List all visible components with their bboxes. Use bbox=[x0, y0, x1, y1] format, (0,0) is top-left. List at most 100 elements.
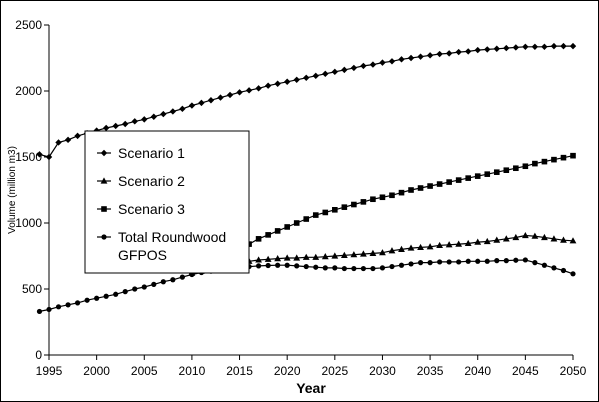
data-point bbox=[94, 295, 100, 301]
data-point bbox=[541, 158, 548, 165]
data-point bbox=[484, 258, 490, 264]
data-point bbox=[512, 233, 520, 241]
data-point bbox=[64, 136, 72, 144]
legend-box bbox=[84, 130, 250, 274]
data-point bbox=[493, 45, 500, 52]
legend-label: Scenario 2 bbox=[118, 173, 185, 189]
data-point bbox=[179, 274, 185, 280]
legend-label: Scenario 3 bbox=[118, 201, 185, 217]
data-point bbox=[350, 251, 358, 258]
data-point bbox=[474, 46, 481, 54]
data-point bbox=[465, 258, 471, 264]
data-point bbox=[417, 260, 424, 266]
data-point bbox=[312, 253, 320, 260]
data-point bbox=[446, 259, 452, 265]
data-point bbox=[465, 175, 471, 181]
data-point bbox=[264, 255, 272, 262]
data-point bbox=[379, 59, 386, 66]
data-point bbox=[122, 120, 129, 128]
data-point bbox=[217, 94, 224, 101]
y-axis-label: Volume (million m3) bbox=[7, 146, 18, 234]
y-tick-label: 1500 bbox=[15, 150, 42, 164]
data-point bbox=[532, 160, 538, 167]
y-tick-label: 500 bbox=[22, 282, 42, 296]
data-point bbox=[455, 240, 463, 247]
data-point bbox=[303, 74, 310, 81]
data-point bbox=[560, 42, 567, 50]
data-point bbox=[437, 259, 443, 265]
data-point bbox=[398, 262, 405, 268]
data-point bbox=[360, 250, 367, 257]
data-point bbox=[551, 265, 557, 271]
data-point bbox=[351, 265, 357, 272]
y-tick-label: 2500 bbox=[15, 18, 42, 32]
data-point bbox=[512, 44, 520, 51]
data-point bbox=[74, 132, 81, 140]
data-point bbox=[484, 171, 491, 177]
data-point bbox=[369, 249, 377, 256]
data-point bbox=[207, 97, 215, 104]
data-point bbox=[503, 258, 509, 264]
data-point bbox=[417, 185, 424, 191]
data-point bbox=[408, 261, 414, 267]
data-point bbox=[484, 46, 491, 53]
data-point bbox=[541, 43, 548, 50]
data-point bbox=[502, 235, 510, 242]
data-point bbox=[256, 263, 262, 269]
data-point bbox=[379, 249, 386, 256]
x-axis-label: Year bbox=[296, 380, 326, 396]
data-point bbox=[398, 189, 405, 196]
data-point bbox=[417, 53, 424, 60]
data-point bbox=[551, 156, 557, 163]
data-point bbox=[45, 153, 53, 161]
data-point bbox=[236, 89, 243, 96]
data-point bbox=[160, 110, 167, 118]
data-point bbox=[350, 64, 358, 72]
data-point bbox=[426, 243, 434, 250]
data-point bbox=[284, 262, 290, 268]
data-point bbox=[322, 209, 329, 216]
data-point bbox=[274, 228, 281, 234]
data-point bbox=[265, 262, 271, 269]
data-point bbox=[141, 116, 148, 123]
data-point bbox=[389, 192, 395, 199]
data-point bbox=[322, 265, 328, 271]
data-point bbox=[445, 50, 453, 57]
data-point bbox=[560, 236, 567, 243]
data-point bbox=[245, 87, 253, 94]
data-point bbox=[340, 251, 348, 258]
data-point bbox=[407, 54, 415, 62]
data-point bbox=[407, 244, 415, 251]
data-point bbox=[436, 241, 444, 249]
data-point bbox=[522, 163, 529, 170]
data-point bbox=[569, 237, 577, 244]
data-point bbox=[122, 289, 128, 295]
data-point bbox=[265, 232, 271, 238]
data-point bbox=[408, 187, 414, 193]
data-point bbox=[456, 259, 462, 265]
data-point bbox=[570, 271, 576, 277]
data-point bbox=[388, 247, 396, 254]
data-point bbox=[455, 48, 462, 56]
data-point bbox=[284, 224, 290, 230]
data-point bbox=[302, 253, 310, 260]
data-point bbox=[332, 207, 338, 213]
data-point bbox=[436, 181, 443, 187]
data-point bbox=[503, 167, 510, 173]
x-tick-label: 2030 bbox=[369, 364, 396, 378]
legend-swatch-marker bbox=[101, 206, 107, 212]
data-point bbox=[503, 44, 510, 52]
data-point bbox=[112, 122, 119, 130]
data-point bbox=[417, 243, 424, 251]
data-point bbox=[321, 253, 329, 260]
data-point bbox=[331, 252, 339, 259]
data-point bbox=[398, 56, 405, 63]
y-tick-label: 2000 bbox=[15, 84, 42, 98]
legend-label: GFPOS bbox=[118, 247, 167, 263]
data-point bbox=[341, 204, 348, 210]
data-point bbox=[483, 237, 491, 245]
data-point bbox=[360, 62, 367, 70]
data-point bbox=[474, 173, 481, 179]
